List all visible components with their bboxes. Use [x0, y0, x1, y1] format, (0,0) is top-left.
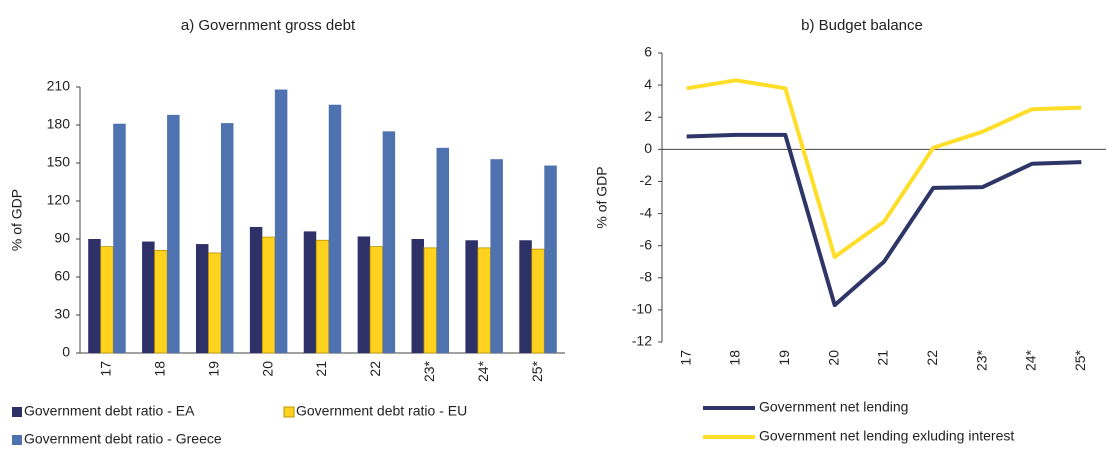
bar [315, 239, 330, 354]
y-tick-label: -6 [640, 236, 653, 252]
x-tick-label: 19 [205, 361, 221, 377]
y-tick-label: 30 [54, 306, 70, 322]
x-tick-label: 23* [421, 360, 437, 382]
bar [220, 123, 234, 353]
y-tick-label: 120 [47, 192, 71, 208]
y-tick-label: 150 [47, 154, 71, 170]
legend-swatch [12, 407, 22, 417]
y-tick-label: -2 [640, 172, 653, 188]
y-tick-label: 210 [47, 78, 71, 94]
line [686, 132, 1082, 308]
y-tick-label: -4 [640, 204, 653, 220]
bar [411, 239, 425, 353]
bar [423, 247, 437, 354]
y-tick-label: -10 [632, 301, 652, 317]
legend-label: Government debt ratio - Greece [24, 431, 222, 447]
bar [544, 165, 557, 353]
line [686, 78, 1082, 259]
bar [519, 240, 532, 353]
y-axis-label: % of GDP [594, 166, 610, 228]
x-tick-label: 24* [475, 360, 491, 382]
bar [303, 231, 317, 353]
bar [328, 104, 342, 353]
bar [88, 239, 101, 353]
x-tick-label: 20 [259, 361, 275, 377]
legend-label: Government debt ratio - EU [296, 403, 467, 419]
bar [465, 240, 478, 353]
chart-title: a) Government gross debt [181, 17, 356, 34]
y-tick-label: 2 [644, 108, 652, 124]
x-tick-label: 23* [973, 349, 989, 371]
bar [100, 246, 114, 354]
bar [436, 147, 450, 353]
x-tick-label: 19 [776, 350, 792, 366]
bar [357, 236, 371, 353]
bar [477, 247, 491, 354]
bar [142, 241, 155, 353]
bar [369, 246, 384, 354]
x-tick-label: 20 [825, 350, 841, 366]
legend-swatch [12, 435, 22, 445]
y-tick-label: 90 [54, 230, 70, 246]
x-tick-label: 21 [313, 361, 329, 377]
bar [154, 249, 168, 354]
y-tick-label: 0 [644, 140, 652, 156]
y-tick-label: 60 [54, 268, 70, 284]
y-tick-label: 4 [644, 76, 652, 92]
y-tick-label: 180 [47, 116, 71, 132]
chart-title: b) Budget balance [801, 17, 923, 34]
y-tick-label: 6 [644, 44, 652, 60]
y-axis-label: % of GDP [9, 189, 25, 251]
x-tick-label: 24* [1023, 349, 1039, 371]
bar [167, 114, 180, 353]
bar [274, 89, 288, 354]
x-tick-label: 22 [924, 350, 940, 366]
x-tick-label: 22 [367, 361, 383, 377]
bar [113, 123, 126, 353]
x-tick-label: 21 [875, 350, 891, 366]
bar [261, 236, 276, 354]
x-tick-label: 17 [677, 350, 693, 366]
bar [195, 244, 209, 353]
x-tick-label: 18 [152, 361, 168, 377]
legend-label: Government debt ratio - EA [24, 403, 195, 419]
y-tick-label: 0 [62, 344, 70, 360]
bar [208, 252, 222, 354]
x-tick-label: 25* [529, 360, 545, 382]
y-tick-label: -8 [640, 268, 653, 284]
bar [249, 226, 263, 353]
x-tick-label: 17 [98, 361, 114, 377]
legend-swatch [283, 406, 295, 418]
bar [382, 131, 396, 353]
bar [531, 248, 545, 354]
x-tick-label: 18 [727, 350, 743, 366]
x-tick-label: 25* [1072, 349, 1088, 371]
bar [490, 159, 503, 353]
y-tick-label: -12 [632, 333, 652, 349]
legend-label: Government net lending [759, 399, 908, 415]
legend-label: Government net lending exluding interest [759, 428, 1014, 444]
